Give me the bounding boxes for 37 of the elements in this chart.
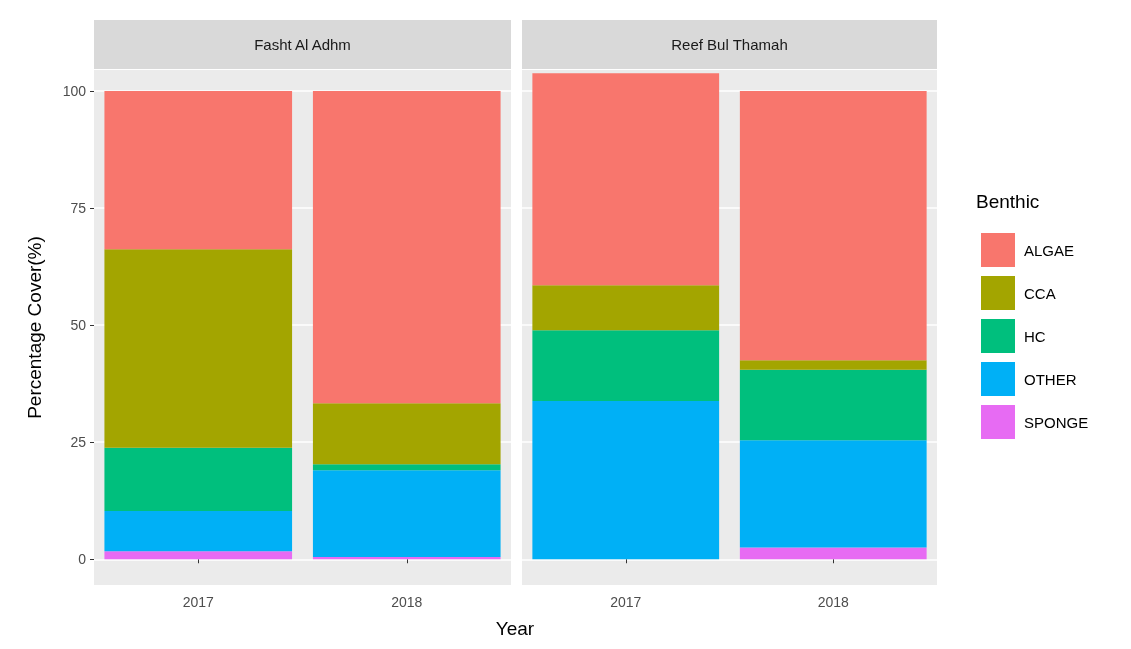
y-tick-label: 50 <box>70 317 87 334</box>
x-tick-label: 2018 <box>391 594 423 610</box>
legend-label: ALGAE <box>1024 241 1075 259</box>
bar <box>532 285 720 331</box>
bar <box>739 91 927 361</box>
x-axis-title: Year <box>495 618 535 640</box>
bar <box>104 551 293 560</box>
chart-title: Fasht Al Adhm <box>94 20 511 69</box>
bar <box>312 91 501 404</box>
legend-label: SPONGE <box>1024 413 1089 431</box>
legend-label: CCA <box>1024 284 1056 302</box>
bar <box>739 547 927 560</box>
bar <box>739 360 927 370</box>
y-tick-label: 75 <box>70 200 87 217</box>
chart-title: Reef Bul Thamah <box>522 20 937 69</box>
bar <box>104 91 293 250</box>
bar <box>312 403 501 465</box>
bar <box>104 447 293 512</box>
y-axis-title: Percentage Cover(%) <box>24 236 45 419</box>
legend-title: Benthic <box>976 191 1040 212</box>
bar <box>739 440 927 548</box>
y-tick-label: 0 <box>78 551 87 568</box>
legend-label: OTHER <box>1024 370 1077 388</box>
bar <box>312 464 501 471</box>
y-tick-label: 100 <box>62 83 87 100</box>
x-tick-label: 2018 <box>817 594 850 610</box>
bar <box>104 511 293 552</box>
x-tick-label: 2017 <box>182 594 215 610</box>
legend-label: HC <box>1024 327 1046 345</box>
bar <box>312 470 501 557</box>
bar <box>532 73 720 286</box>
y-tick-label: 25 <box>70 434 87 451</box>
bar <box>104 249 293 448</box>
bar <box>532 330 720 401</box>
bar <box>739 369 927 441</box>
bar <box>532 401 720 560</box>
x-tick-label: 2017 <box>610 594 642 610</box>
